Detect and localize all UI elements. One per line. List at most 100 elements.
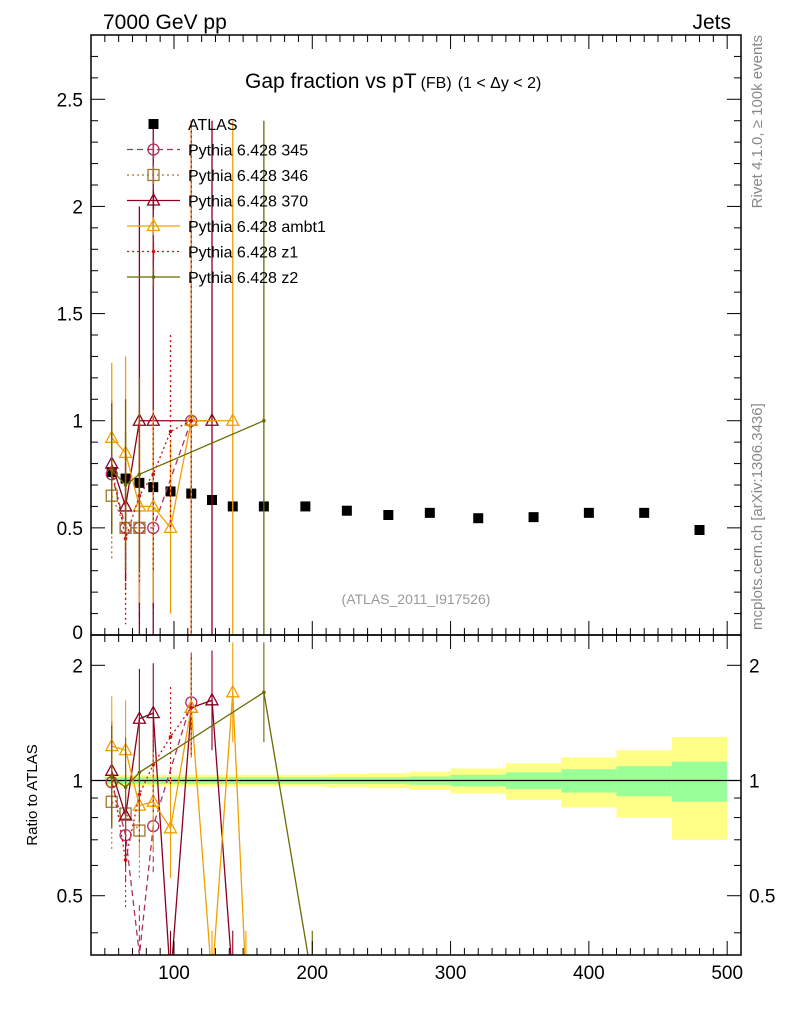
watermark: (ATLAS_2011_I917526) (342, 591, 491, 607)
legend-marker (147, 143, 160, 156)
series-line (111, 420, 192, 539)
legend-entry: Pythia 6.428 z1 (127, 242, 298, 262)
ratio-frame (90, 634, 742, 956)
axis-ticks (91, 34, 741, 955)
data-point (473, 513, 484, 524)
ratio-y-tick-label-right: 0.5 (749, 887, 775, 908)
data-point (639, 507, 650, 518)
ratio-y-tick-label-right: 1 (749, 772, 760, 793)
legend-marker (151, 275, 156, 279)
legend: ATLAS Pythia 6.428 345 Pythia 6.428 346 Pyt… (127, 117, 326, 287)
data-point (300, 501, 311, 512)
mc-point (137, 472, 142, 477)
chart-title-range: (1 < Δy < 2) (458, 75, 542, 92)
data-point (583, 507, 594, 518)
mc-point (225, 412, 240, 426)
mc-point (204, 412, 220, 426)
y-tick-label: 1 (72, 412, 83, 433)
mc-point (146, 498, 161, 512)
band-inner (616, 766, 672, 797)
mc-point (151, 472, 156, 477)
legend-entry: ATLAS (148, 117, 238, 134)
legend-marker (147, 168, 160, 182)
ratio-y-tick-label-right: 2 (749, 656, 760, 677)
data-point (341, 505, 352, 516)
ratio-point (184, 699, 199, 713)
x-tick-label: 300 (435, 963, 467, 984)
ratio-point (204, 692, 220, 706)
series-6 (109, 120, 266, 635)
ratio-point (225, 684, 240, 698)
y-tick-label: 2.5 (57, 90, 83, 111)
ratio-point (163, 820, 178, 834)
legend-entry: Pythia 6.428 346 (127, 166, 308, 185)
legend-label: ATLAS (188, 117, 238, 134)
side-label-bottom: mcplots.cern.ch [arXiv:1306.3436] (749, 403, 766, 630)
legend-label: Pythia 6.428 ambt1 (188, 219, 326, 236)
ratio-point (262, 690, 266, 695)
y-tick-label-zero: 0 (72, 623, 83, 644)
series-line (111, 420, 213, 507)
ratio-point (137, 770, 142, 775)
legend-label: Pythia 6.428 z2 (188, 270, 298, 287)
y-tick-label: 1.5 (57, 305, 83, 326)
mc-point (109, 468, 114, 472)
legend-label: Pythia 6.428 346 (188, 168, 308, 185)
ratio-y-tick-label: 2 (72, 656, 83, 677)
legend-marker (148, 119, 159, 129)
ratio-line (111, 702, 192, 955)
series-line (111, 420, 265, 486)
mc-point (168, 429, 173, 434)
legend-label: Pythia 6.428 345 (188, 143, 308, 160)
x-tick-label: 100 (158, 963, 190, 984)
side-label-top: Rivet 4.1.0, ≥ 100k events (749, 35, 766, 208)
ratio-line (111, 692, 246, 955)
ratio-point (168, 735, 173, 739)
y-tick-label: 0.5 (57, 519, 83, 540)
header-right: Jets (692, 11, 731, 34)
legend-label: Pythia 6.428 z1 (188, 245, 298, 262)
x-tick-label: 200 (296, 963, 328, 984)
ratio-point (123, 785, 128, 790)
ratio-line (111, 699, 232, 955)
data-point (528, 512, 539, 523)
legend-label: Pythia 6.428 370 (188, 194, 308, 211)
series-line (111, 420, 192, 529)
data-point (383, 510, 394, 520)
mc-point (163, 519, 178, 534)
ratio-point (123, 858, 128, 862)
ratio-y-tick-label: 0.5 (57, 887, 83, 908)
ratio-series-0 (105, 652, 198, 955)
ratio-ylabel: Ratio to ATLAS (24, 744, 41, 845)
series-0 (106, 467, 705, 535)
x-tick-label: 400 (573, 963, 605, 984)
band-inner (671, 761, 728, 802)
mc-point (189, 418, 194, 423)
y-tick-label: 2 (72, 197, 83, 218)
chart-title-sub: (FB) (421, 75, 452, 92)
main-series (104, 120, 705, 635)
chart-title: Gap fraction vs pT (FB) (1 < Δy < 2) (245, 70, 541, 93)
legend-entry: Pythia 6.428 345 (127, 140, 308, 160)
header-left: 7000 GeV pp (103, 11, 227, 34)
ratio-point (146, 705, 161, 719)
data-point (694, 525, 705, 535)
ratio-series-5 (109, 642, 313, 955)
ratio-y-tick-label: 1 (72, 772, 83, 793)
legend-entry: Pythia 6.428 z2 (127, 268, 298, 287)
legend-marker (146, 192, 161, 206)
ratio-uncertainty-bands (104, 736, 728, 840)
axis-tick-labels: 0.5 1 1.5 2 2.5 0 100 200 300 400 500 0.5 0.5 1 1 2 2 (57, 90, 776, 984)
ratio-series (104, 642, 313, 955)
x-tick-label: 500 (711, 963, 743, 984)
ratio-point (189, 705, 194, 710)
chart-title-main: Gap fraction vs pT (245, 70, 417, 93)
mc-point (184, 412, 199, 426)
data-point (424, 507, 435, 518)
legend-marker (146, 218, 161, 232)
ratio-line (111, 707, 192, 861)
legend-entry: Pythia 6.428 ambt1 (127, 217, 326, 236)
series-line (111, 495, 140, 529)
